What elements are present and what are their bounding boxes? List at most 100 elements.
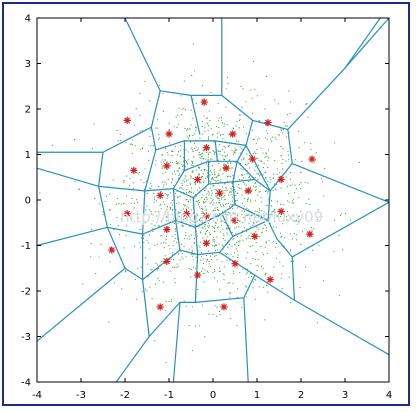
sample-point bbox=[213, 150, 215, 152]
sample-point bbox=[241, 159, 243, 161]
sample-point bbox=[154, 283, 156, 285]
sample-point bbox=[271, 242, 273, 244]
sample-point bbox=[215, 193, 217, 195]
sample-point bbox=[302, 231, 304, 233]
sample-point bbox=[155, 262, 157, 264]
sample-point bbox=[188, 192, 190, 194]
sample-point bbox=[194, 142, 196, 144]
sample-point bbox=[129, 178, 131, 180]
y-tick-label: 2 bbox=[25, 105, 31, 116]
sample-point bbox=[243, 197, 245, 199]
sample-point bbox=[206, 160, 208, 162]
sample-point bbox=[200, 241, 202, 243]
sample-point bbox=[282, 148, 284, 150]
sample-point bbox=[208, 313, 210, 315]
sample-point bbox=[165, 183, 167, 185]
sample-point bbox=[282, 168, 284, 170]
sample-point bbox=[250, 263, 252, 265]
sample-point bbox=[221, 224, 223, 226]
sample-point bbox=[228, 211, 230, 213]
sample-point bbox=[213, 227, 215, 229]
sample-point bbox=[124, 270, 126, 272]
sample-point bbox=[259, 210, 261, 212]
sample-point bbox=[236, 199, 238, 201]
sample-point bbox=[202, 152, 204, 154]
sample-point bbox=[235, 149, 237, 151]
sample-point bbox=[192, 149, 194, 151]
sample-point bbox=[225, 214, 227, 216]
sample-point bbox=[207, 130, 209, 132]
sample-point bbox=[226, 189, 228, 191]
sample-point bbox=[222, 228, 224, 230]
sample-point bbox=[100, 243, 102, 245]
sample-point bbox=[201, 227, 203, 229]
sample-point bbox=[118, 203, 120, 205]
sample-point bbox=[264, 108, 266, 110]
centroid-marker bbox=[306, 230, 314, 238]
sample-point bbox=[269, 177, 271, 179]
sample-point bbox=[196, 195, 198, 197]
sample-point bbox=[183, 203, 185, 205]
sample-point bbox=[201, 197, 203, 199]
sample-point bbox=[223, 220, 225, 222]
voronoi-edge bbox=[232, 160, 238, 183]
sample-point bbox=[225, 88, 227, 90]
sample-point bbox=[254, 177, 256, 179]
sample-point bbox=[129, 143, 131, 145]
sample-point bbox=[203, 169, 205, 171]
voronoi-edge bbox=[291, 256, 295, 301]
sample-point bbox=[158, 280, 160, 282]
sample-point bbox=[269, 214, 271, 216]
sample-point bbox=[209, 151, 211, 153]
sample-point bbox=[265, 205, 267, 207]
sample-point bbox=[262, 166, 264, 168]
sample-point bbox=[186, 209, 188, 211]
sample-point bbox=[263, 216, 265, 218]
sample-point bbox=[189, 225, 191, 227]
sample-point bbox=[166, 215, 168, 217]
sample-point bbox=[212, 176, 214, 178]
sample-point bbox=[236, 235, 238, 237]
sample-point bbox=[305, 266, 307, 268]
sample-point bbox=[224, 183, 226, 185]
voronoi-edge bbox=[291, 163, 390, 203]
sample-point bbox=[192, 250, 194, 252]
sample-point bbox=[241, 210, 243, 212]
sample-point bbox=[224, 194, 226, 196]
sample-point bbox=[202, 201, 204, 203]
sample-point bbox=[199, 218, 201, 220]
sample-point bbox=[170, 202, 172, 204]
sample-point bbox=[117, 225, 119, 227]
sample-point bbox=[171, 301, 173, 303]
sample-point bbox=[324, 168, 326, 170]
voronoi-edge bbox=[142, 219, 177, 235]
sample-point bbox=[272, 177, 274, 179]
sample-point bbox=[228, 205, 230, 207]
sample-point bbox=[223, 125, 225, 127]
sample-point bbox=[213, 169, 215, 171]
sample-point bbox=[250, 201, 252, 203]
sample-point bbox=[165, 239, 167, 241]
sample-point bbox=[209, 170, 211, 172]
sample-point bbox=[265, 273, 267, 275]
sample-point bbox=[163, 258, 165, 260]
sample-point bbox=[321, 178, 323, 180]
sample-point bbox=[271, 214, 273, 216]
sample-point bbox=[214, 246, 216, 248]
sample-point bbox=[253, 223, 255, 225]
sample-point bbox=[252, 153, 254, 155]
sample-point bbox=[280, 236, 282, 238]
sample-point bbox=[164, 203, 166, 205]
sample-point bbox=[201, 256, 203, 258]
sample-point bbox=[188, 128, 190, 130]
sample-point bbox=[294, 159, 296, 161]
sample-point bbox=[177, 123, 179, 125]
sample-point bbox=[178, 211, 180, 213]
sample-point bbox=[174, 228, 176, 230]
x-axis: -4 -3 -2 -1 0 1 2 3 4 bbox=[32, 18, 392, 401]
sample-point bbox=[188, 135, 190, 137]
sample-point bbox=[171, 161, 173, 163]
sample-point bbox=[181, 243, 183, 245]
sample-point bbox=[257, 174, 259, 176]
sample-point bbox=[266, 227, 268, 229]
